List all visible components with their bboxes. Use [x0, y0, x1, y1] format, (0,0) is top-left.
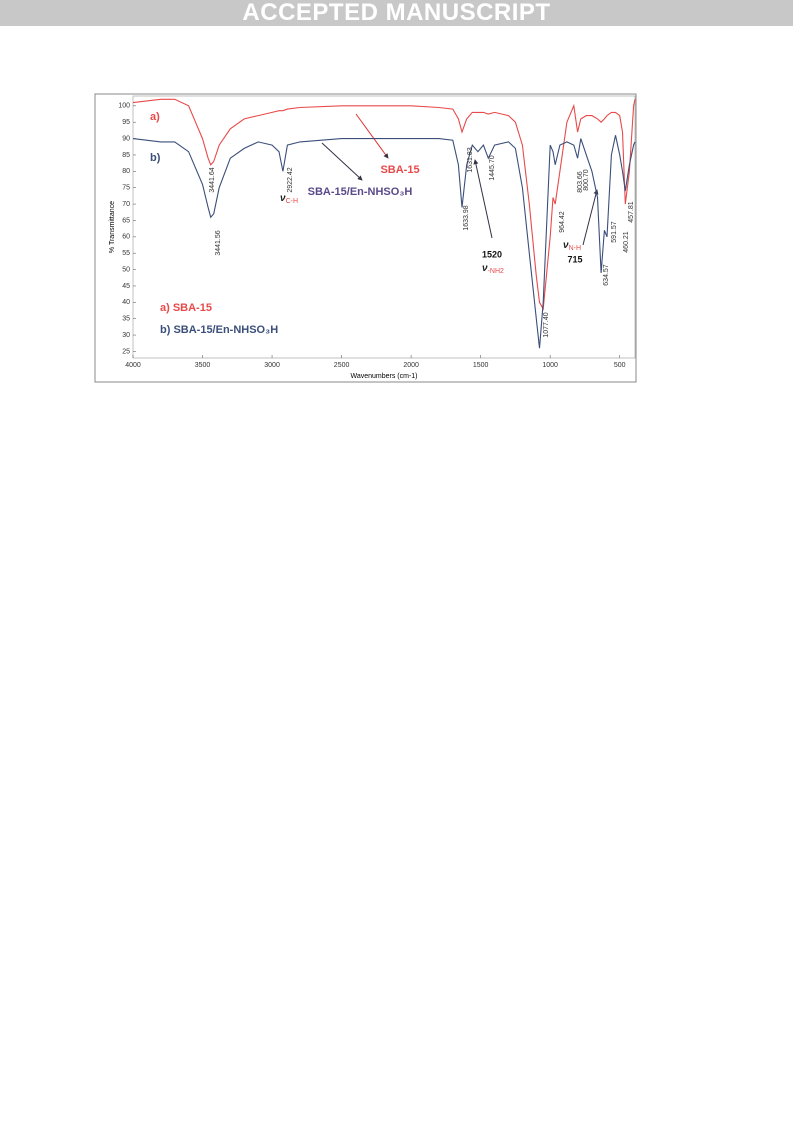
peak-label: 3441.56: [215, 230, 222, 255]
y-tick-label: 50: [122, 266, 130, 273]
annotation: SBA-15: [380, 164, 419, 176]
vibration-subscript: -NH2: [488, 268, 504, 275]
y-tick-label: 85: [122, 152, 130, 159]
x-tick-label: 2000: [403, 362, 419, 369]
y-tick-label: 65: [122, 217, 130, 224]
peak-label: 1633.98: [463, 205, 470, 230]
y-tick-label: 95: [122, 119, 130, 126]
spectrum-line: [132, 98, 636, 311]
peak-label: 2922.42: [287, 167, 294, 192]
peak-label: 460.21: [623, 231, 630, 253]
manuscript-header: ACCEPTED MANUSCRIPT: [0, 0, 793, 26]
x-tick-label: 1000: [542, 362, 558, 369]
chart: % Transmittance Wavenumbers (cm-1) 25 30 3…: [94, 93, 637, 383]
vibration-label: νN-H: [563, 240, 581, 252]
y-tick-label: 70: [122, 201, 130, 208]
y-tick-label: 75: [122, 185, 130, 192]
arrow: [582, 189, 599, 246]
y-tick-label: 30: [122, 332, 130, 339]
peak-label: 800.70: [583, 169, 590, 191]
vibration-symbol: ν: [482, 263, 488, 274]
y-tick-label: 55: [122, 250, 130, 257]
peak-label: 964.42: [559, 211, 566, 233]
legend-label: a) SBA-15: [160, 302, 212, 314]
peak-label: 1631.83: [467, 147, 474, 172]
vibration-subscript: N-H: [569, 245, 581, 252]
y-tick-label: 80: [122, 168, 130, 175]
y-tick-label: 45: [122, 283, 130, 290]
y-tick-label: 40: [122, 299, 130, 306]
peak-label: 634.57: [603, 264, 610, 286]
vibration-symbol: ν: [563, 240, 569, 251]
spectrum-line: [132, 135, 636, 349]
peak-label: 591.57: [611, 221, 618, 243]
peak-label: 1445.70: [489, 155, 496, 180]
peak-label: 803.66: [577, 171, 584, 193]
x-tick-label: 2500: [334, 362, 350, 369]
plot-area: [132, 95, 636, 359]
arrow: [321, 142, 363, 181]
y-tick-label: 35: [122, 316, 130, 323]
vibration-label: ν-NH2: [482, 263, 504, 275]
annotation: b): [150, 152, 161, 164]
y-axis-label: % Transmittance: [109, 201, 116, 253]
x-tick-label: 3500: [195, 362, 211, 369]
arrow: [355, 113, 389, 159]
x-tick-label: 3000: [264, 362, 280, 369]
vibration-symbol: ν: [280, 193, 286, 204]
peak-label: 3441.64: [209, 167, 216, 192]
y-tick-label: 60: [122, 234, 130, 241]
x-tick-label: 1500: [473, 362, 489, 369]
y-tick-label: 25: [122, 348, 130, 355]
x-tick-label: 4000: [125, 362, 141, 369]
peak-label: 457.81: [628, 201, 635, 223]
annotation: a): [150, 111, 160, 123]
vibration-subscript: C-H: [286, 198, 298, 205]
y-tick-label: 100: [118, 103, 130, 110]
chart-frame: [94, 93, 637, 383]
annotation: SBA-15/En-NHSO₃H: [308, 186, 413, 198]
annotation: 715: [567, 254, 582, 264]
x-axis-label: Wavenumbers (cm-1): [350, 373, 417, 380]
vibration-label: νC-H: [280, 193, 298, 205]
legend-label: b) SBA-15/En-NHSO₃H: [160, 324, 278, 336]
arrow: [473, 159, 493, 239]
x-tick-label: 500: [614, 362, 626, 369]
y-tick-label: 90: [122, 135, 130, 142]
peak-label: 1077.40: [543, 312, 550, 337]
annotation: 1520: [482, 249, 502, 259]
